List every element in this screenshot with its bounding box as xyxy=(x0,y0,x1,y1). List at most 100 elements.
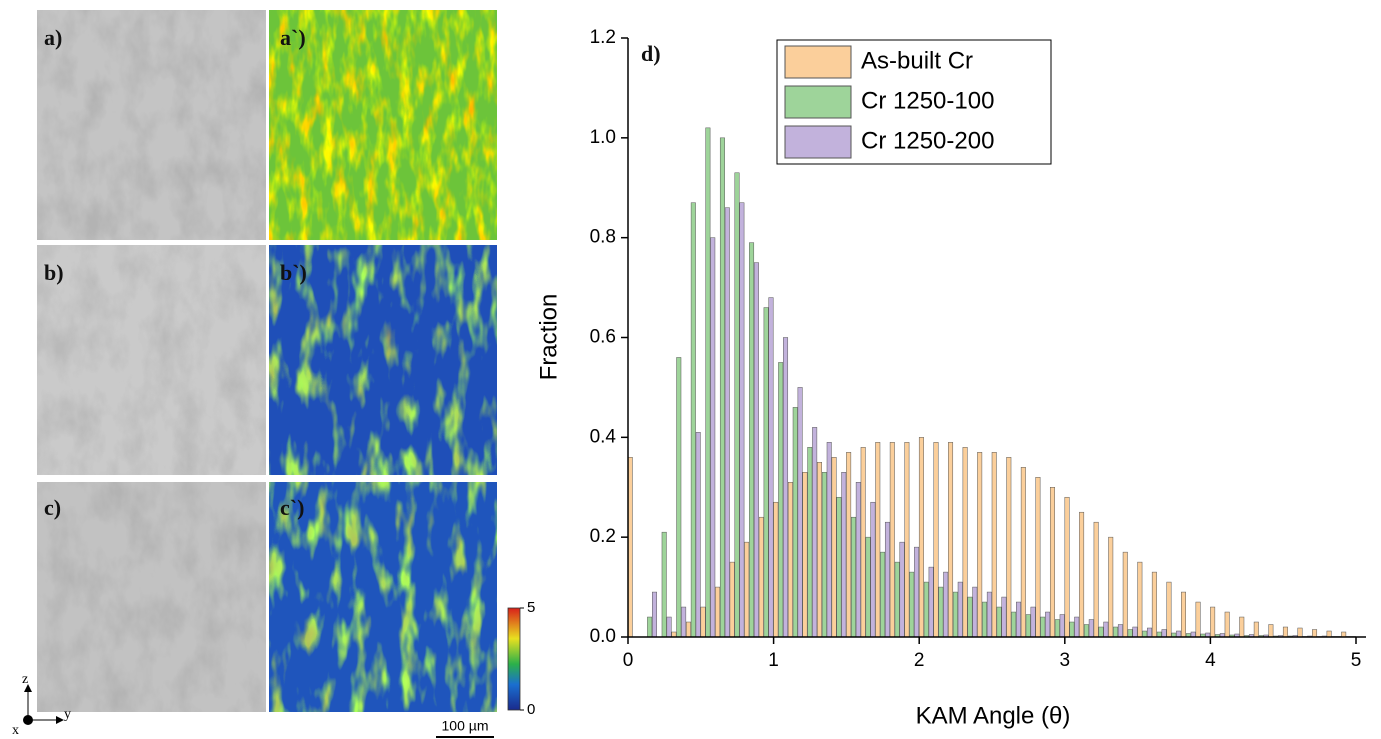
bar xyxy=(744,541,750,638)
bar xyxy=(681,606,687,638)
bar xyxy=(1282,626,1288,638)
bar xyxy=(749,242,755,638)
bar xyxy=(753,262,759,638)
bar xyxy=(957,581,963,638)
bar xyxy=(1210,606,1216,638)
bar xyxy=(889,442,895,638)
bar xyxy=(1054,619,1060,638)
bar xyxy=(797,387,803,638)
axis-label: x xyxy=(12,723,19,738)
x-tick-label: 1 xyxy=(768,650,779,671)
bar xyxy=(715,586,721,638)
colorbar xyxy=(507,607,521,711)
bar xyxy=(938,586,944,638)
bar xyxy=(841,472,847,638)
legend-swatch xyxy=(784,85,852,119)
bar xyxy=(1147,627,1153,638)
bar xyxy=(1040,616,1046,638)
bar xyxy=(1127,629,1133,638)
bar xyxy=(1161,629,1167,638)
image-texture xyxy=(269,245,497,475)
bar xyxy=(1117,624,1123,638)
bar xyxy=(826,442,832,638)
bar xyxy=(1025,614,1031,638)
bar xyxy=(710,237,716,638)
bar xyxy=(894,561,900,638)
bar xyxy=(1239,616,1245,638)
axis-label: y xyxy=(64,707,71,722)
bar xyxy=(739,202,745,638)
bar xyxy=(802,472,808,638)
bar xyxy=(918,437,924,638)
bar xyxy=(928,566,934,638)
bar xyxy=(967,596,973,638)
panel-label: a`) xyxy=(280,25,306,50)
y-tick-label: 1.2 xyxy=(590,27,616,48)
bar xyxy=(1103,621,1109,638)
bar xyxy=(666,616,672,638)
bar xyxy=(724,207,730,638)
bar xyxy=(787,482,793,638)
y-tick-label: 0.4 xyxy=(590,426,617,447)
bar xyxy=(768,297,774,638)
x-tick-label: 4 xyxy=(1205,650,1216,671)
bar xyxy=(690,202,696,638)
x-tick-label: 2 xyxy=(914,650,925,671)
bar xyxy=(1312,629,1318,638)
bar xyxy=(719,137,725,638)
bar xyxy=(986,591,992,638)
image-texture xyxy=(37,245,266,475)
bar xyxy=(923,581,929,638)
bar xyxy=(860,447,866,638)
panel-label: c`) xyxy=(280,495,304,520)
legend-swatch xyxy=(784,45,852,79)
bar xyxy=(899,541,905,638)
y-tick-label: 0.8 xyxy=(590,227,616,248)
bar xyxy=(763,307,769,638)
bar xyxy=(1001,596,1007,638)
bar xyxy=(758,516,764,638)
bar xyxy=(1069,621,1075,638)
bar xyxy=(1122,551,1128,638)
bar xyxy=(831,457,837,638)
bar xyxy=(962,447,968,638)
x-tick-label: 3 xyxy=(1060,650,1071,671)
bar xyxy=(1016,601,1021,638)
bar xyxy=(982,601,988,638)
bar xyxy=(972,586,978,638)
bar xyxy=(836,496,842,638)
bar xyxy=(1253,621,1259,638)
bar xyxy=(909,571,915,638)
bar xyxy=(1098,626,1104,638)
bar xyxy=(991,452,997,638)
bar xyxy=(996,606,1002,638)
colorbar-label: 5 xyxy=(527,599,535,616)
bar xyxy=(729,561,735,638)
bar xyxy=(1181,591,1186,638)
bar xyxy=(661,531,667,638)
bar xyxy=(904,442,910,638)
bar xyxy=(778,362,784,638)
bar xyxy=(1088,619,1094,638)
bar xyxy=(884,521,890,638)
panel-label: b) xyxy=(44,260,64,285)
bar xyxy=(1079,511,1085,638)
bar xyxy=(1166,581,1172,638)
bar xyxy=(652,591,657,638)
bar xyxy=(846,452,852,638)
y-tick-label: 0.2 xyxy=(590,526,616,547)
bar xyxy=(817,462,822,638)
bar xyxy=(1049,487,1055,638)
bar xyxy=(933,442,939,638)
bar xyxy=(855,482,861,638)
x-axis-title: KAM Angle (θ) xyxy=(916,702,1071,729)
bar xyxy=(1011,611,1017,638)
bar xyxy=(1137,561,1143,638)
micrographs: a) a`) b) b`) c) c`) 100 µm z y x xyxy=(12,10,521,738)
bar xyxy=(734,172,740,638)
bar xyxy=(647,616,653,638)
bar xyxy=(1035,477,1041,638)
legend-label: Cr 1250-200 xyxy=(861,127,994,154)
bar xyxy=(1006,457,1012,638)
